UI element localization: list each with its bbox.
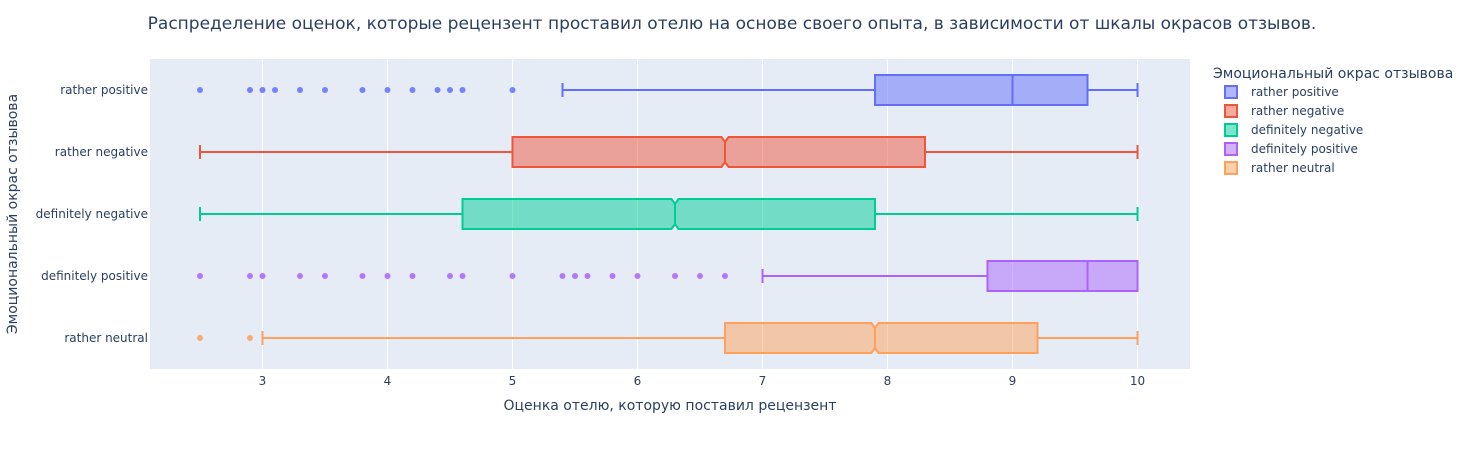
y-tick-label: rather positive bbox=[60, 83, 148, 97]
legend-label: definitely negative bbox=[1251, 123, 1363, 137]
y-tick-label: definitely positive bbox=[41, 269, 148, 283]
legend-item: rather positive bbox=[1224, 85, 1339, 99]
outlier-point bbox=[322, 273, 328, 279]
box-series bbox=[197, 74, 1139, 354]
outlier-point bbox=[459, 273, 466, 279]
outlier-point bbox=[572, 273, 578, 279]
box-body bbox=[724, 322, 1039, 354]
y-tick-label: rather neutral bbox=[64, 331, 148, 345]
box-body bbox=[874, 74, 1089, 106]
outlier-point bbox=[634, 273, 641, 279]
outlier-point bbox=[509, 273, 516, 279]
legend-item: rather negative bbox=[1224, 104, 1344, 118]
legend-swatch bbox=[1224, 123, 1238, 137]
outlier-point bbox=[297, 273, 303, 279]
y-tick-label: rather negative bbox=[55, 145, 148, 159]
y-axis-title: Эмоциональный окрас отзывова bbox=[5, 94, 21, 334]
x-axis-title: Оценка отелю, которую поставил рецензент bbox=[504, 398, 837, 414]
box-rather-neutral bbox=[197, 322, 1139, 354]
outlier-point bbox=[509, 87, 516, 93]
x-tick-label: 5 bbox=[509, 374, 517, 388]
legend-label: rather positive bbox=[1251, 85, 1339, 99]
outlier-point bbox=[359, 87, 366, 93]
x-tick-label: 3 bbox=[259, 374, 267, 388]
x-tick-label: 9 bbox=[1009, 374, 1017, 388]
legend-label: rather negative bbox=[1251, 104, 1344, 118]
outlier-point bbox=[559, 273, 566, 279]
outlier-point bbox=[322, 87, 328, 93]
legend-label: definitely positive bbox=[1251, 142, 1358, 156]
legend-swatch bbox=[1224, 104, 1238, 118]
outlier-point bbox=[259, 273, 266, 279]
outlier-point bbox=[384, 87, 391, 93]
outlier-point bbox=[459, 87, 466, 93]
chart-title: Распределение оценок, которые рецензент … bbox=[148, 14, 1317, 34]
outlier-point bbox=[409, 273, 416, 279]
legend-title: Эмоциональный окрас отзывова bbox=[1213, 66, 1453, 82]
box-body bbox=[986, 260, 1139, 292]
outlier-point bbox=[384, 273, 391, 279]
x-tick-label: 6 bbox=[634, 374, 642, 388]
outlier-point bbox=[434, 87, 441, 93]
outlier-point bbox=[197, 87, 203, 93]
outlier-point bbox=[259, 87, 266, 93]
outlier-point bbox=[609, 273, 616, 279]
x-axis-ticks: 3 4 5 6 7 8 9 10 bbox=[259, 374, 1145, 388]
legend: rather positive rather negative definitely… bbox=[1224, 85, 1363, 175]
y-tick-label: definitely negative bbox=[36, 207, 148, 221]
box-definitely-positive bbox=[197, 260, 1139, 292]
outlier-point bbox=[247, 335, 253, 341]
outlier-point bbox=[447, 87, 453, 93]
outlier-point bbox=[447, 273, 453, 279]
legend-swatch bbox=[1224, 161, 1238, 175]
box-rather-positive bbox=[197, 74, 1139, 106]
legend-item: definitely positive bbox=[1224, 142, 1358, 156]
box-definitely-negative bbox=[199, 198, 1139, 230]
outlier-point bbox=[584, 273, 591, 279]
legend-item: rather neutral bbox=[1224, 161, 1335, 175]
legend-label: rather neutral bbox=[1251, 161, 1335, 175]
box-body bbox=[461, 198, 876, 230]
outlier-point bbox=[722, 273, 728, 279]
outlier-point bbox=[297, 87, 303, 93]
outlier-point bbox=[409, 87, 416, 93]
outlier-point bbox=[247, 273, 253, 279]
x-tick-label: 4 bbox=[384, 374, 392, 388]
outlier-point bbox=[359, 273, 366, 279]
x-tick-label: 7 bbox=[759, 374, 767, 388]
outlier-point bbox=[197, 273, 203, 279]
x-tick-label: 8 bbox=[884, 374, 892, 388]
outlier-point bbox=[672, 273, 678, 279]
outlier-point bbox=[247, 87, 253, 93]
box-rather-negative bbox=[199, 136, 1139, 168]
outlier-point bbox=[697, 273, 703, 279]
legend-swatch bbox=[1224, 85, 1238, 99]
legend-item: definitely negative bbox=[1224, 123, 1363, 137]
x-tick-label: 10 bbox=[1130, 374, 1145, 388]
legend-swatch bbox=[1224, 142, 1238, 156]
box-body bbox=[511, 136, 926, 168]
y-axis-ticks: rather positive rather negative definitely… bbox=[36, 83, 148, 345]
outlier-point bbox=[197, 335, 203, 341]
outlier-point bbox=[272, 87, 278, 93]
